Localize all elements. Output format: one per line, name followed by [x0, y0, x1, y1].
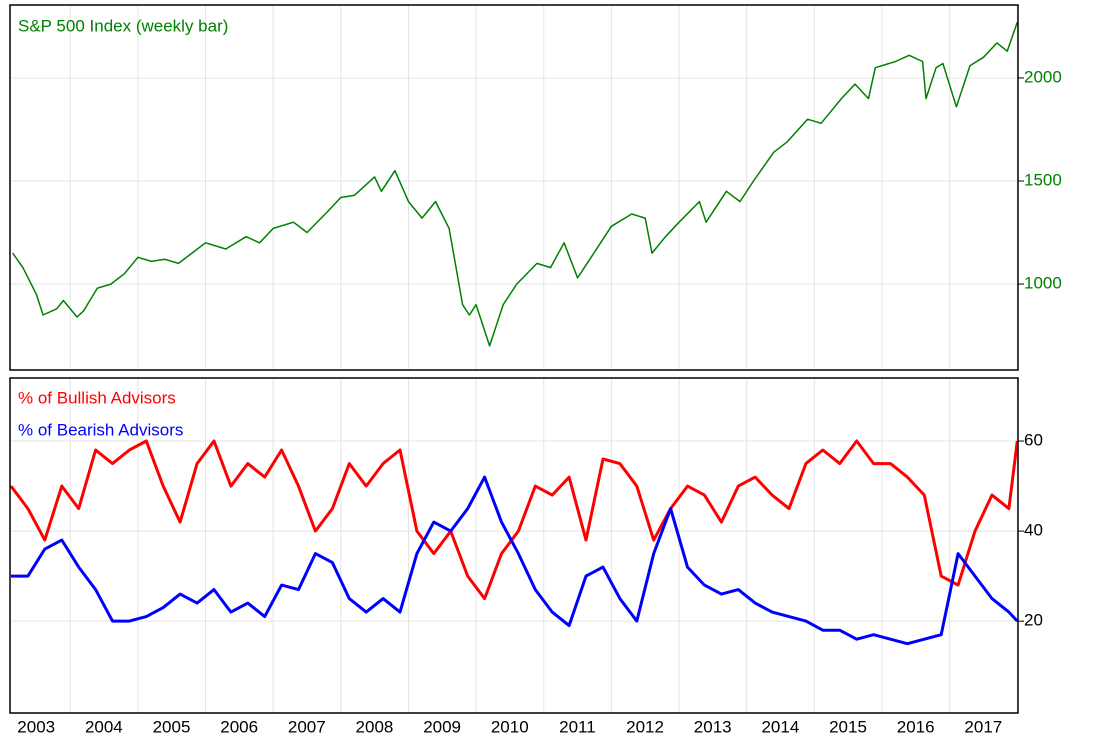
- x-tick-label: 2009: [423, 717, 461, 736]
- plot-border: [9, 377, 1019, 714]
- plot-border: [9, 4, 1019, 371]
- legend-entry: % of Bullish Advisors: [18, 388, 176, 407]
- x-tick-label: 2011: [559, 717, 596, 736]
- x-tick-label: 2017: [964, 717, 1002, 736]
- x-tick-label: 2014: [761, 717, 799, 736]
- legend-entry: % of Bearish Advisors: [18, 420, 183, 439]
- y-tick-label: 60: [1024, 431, 1043, 450]
- x-tick-label: 2013: [694, 717, 732, 736]
- plot-area: [10, 5, 1018, 370]
- x-tick-label: 2007: [288, 717, 326, 736]
- y-tick-label: 40: [1024, 521, 1043, 540]
- y-tick-label: 1000: [1024, 274, 1062, 293]
- chart-title: S&P 500 Index (weekly bar): [18, 16, 228, 35]
- x-tick-label: 2016: [897, 717, 935, 736]
- series-line: [12, 22, 1019, 347]
- series-line: [11, 475, 1019, 646]
- y-tick-label: 2000: [1024, 67, 1062, 86]
- x-tick-label: 2004: [85, 717, 123, 736]
- series-line: [9, 439, 1019, 601]
- x-tick-label: 2010: [491, 717, 529, 736]
- x-tick-label: 2008: [356, 717, 394, 736]
- x-tick-label: 2012: [626, 717, 664, 736]
- x-tick-label: 2005: [153, 717, 191, 736]
- x-tick-label: 2003: [17, 717, 55, 736]
- x-tick-label: 2015: [829, 717, 867, 736]
- x-tick-label: 2006: [220, 717, 258, 736]
- y-tick-label: 20: [1024, 611, 1043, 630]
- y-tick-label: 1500: [1024, 170, 1062, 189]
